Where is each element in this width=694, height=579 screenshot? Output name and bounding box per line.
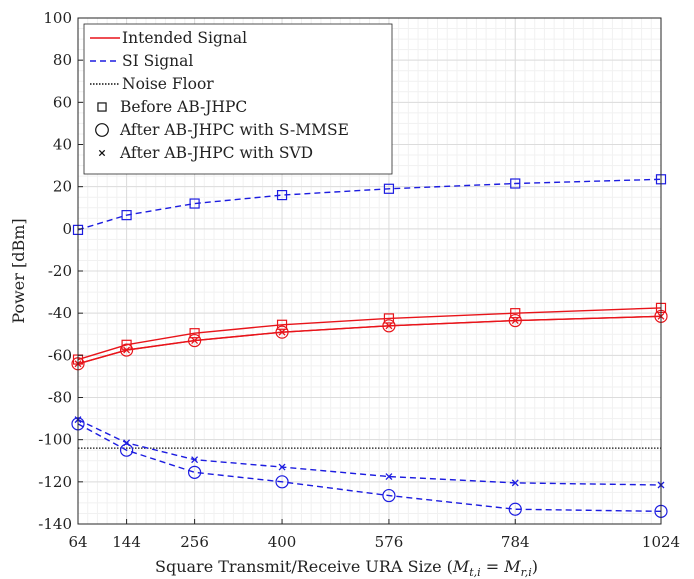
x-axis-label-eq: = — [481, 557, 505, 576]
x-axis-label-close: ) — [532, 557, 538, 576]
marker-cross — [385, 473, 393, 481]
x-axis-label-text: Square Transmit/Receive URA Size ( — [155, 557, 453, 576]
y-tick-label: -80 — [48, 389, 72, 407]
legend-entry-label: Before AB-JHPC — [120, 98, 247, 116]
marker-cross — [191, 456, 199, 464]
y-tick-label: 100 — [43, 9, 72, 27]
y-tick-label: -100 — [38, 431, 72, 449]
marker-cross — [511, 479, 519, 487]
x-axis-label: Square Transmit/Receive URA Size (Mt,i =… — [155, 557, 538, 579]
x-tick-label: 64 — [68, 533, 87, 551]
marker-circle — [119, 343, 134, 357]
legend-entry-label: After AB-JHPC with S-MMSE — [119, 121, 349, 139]
y-tick-label: 80 — [53, 51, 72, 69]
y-tick-label: 0 — [62, 220, 72, 238]
legend-box — [83, 23, 393, 175]
x-axis-label-rhs: M — [503, 557, 521, 576]
y-tick-label: -140 — [38, 515, 72, 533]
legend-entry-label: After AB-JHPC with SVD — [119, 144, 313, 162]
marker-circle — [95, 123, 109, 137]
legend-entry-label: Noise Floor — [122, 75, 214, 93]
marker-square — [189, 328, 200, 339]
x-tick-label: 400 — [268, 533, 297, 551]
marker-square — [276, 190, 288, 201]
marker-square — [276, 319, 288, 330]
y-tick-label: 20 — [53, 178, 72, 196]
x-axis-label-lhs-sub: t,i — [469, 566, 480, 579]
legend: Intended Signal SI Signal Noise Floor Befor… — [83, 23, 393, 175]
series-line-intended_before — [77, 307, 662, 361]
y-tick-label: -120 — [38, 473, 72, 491]
marker-cross — [278, 328, 286, 336]
marker-cross — [278, 463, 286, 471]
x-tick-label: 576 — [375, 533, 404, 551]
y-tick-label: 60 — [53, 93, 72, 111]
marker-cross — [123, 346, 131, 354]
marker-cross — [511, 317, 519, 325]
x-axis-label-rhs-sub: r,i — [521, 566, 532, 579]
y-tick-label: 40 — [53, 136, 72, 154]
marker-cross — [191, 337, 199, 345]
marker-square — [189, 198, 200, 209]
y-tick-label: -60 — [48, 346, 72, 364]
marker-cross — [123, 439, 131, 447]
marker-square — [383, 183, 395, 194]
axis-ticks: 64 144 256 400 576 784 1024 100 80 60 40 20 0 -20 -40 -… — [38, 9, 680, 551]
x-tick-label: 144 — [112, 533, 141, 551]
y-axis-label: Power [dBm] — [9, 218, 28, 323]
x-tick-label: 1024 — [642, 533, 680, 551]
marker-square — [510, 308, 521, 319]
y-tick-label: -20 — [48, 262, 72, 280]
marker-circle — [382, 488, 396, 503]
x-tick-label: 784 — [501, 533, 530, 551]
marker-square — [97, 102, 107, 112]
marker-circle — [188, 465, 202, 479]
marker-circle — [508, 502, 522, 516]
series-line-si_smmse — [77, 423, 662, 513]
marker-square — [121, 210, 132, 221]
series-line-si_before — [77, 178, 662, 231]
legend-entry-label: SI Signal — [122, 52, 193, 70]
legend-entry-label: Intended Signal — [122, 29, 247, 47]
marker-cross — [98, 149, 106, 157]
y-tick-label: -40 — [48, 304, 72, 322]
marker-circle — [119, 443, 134, 457]
marker-square — [510, 178, 521, 189]
marker-cross — [385, 322, 393, 330]
marker-circle — [275, 475, 289, 489]
marker-square — [383, 313, 395, 324]
x-axis-label-lhs: M — [452, 557, 470, 576]
x-tick-label: 256 — [180, 533, 209, 551]
